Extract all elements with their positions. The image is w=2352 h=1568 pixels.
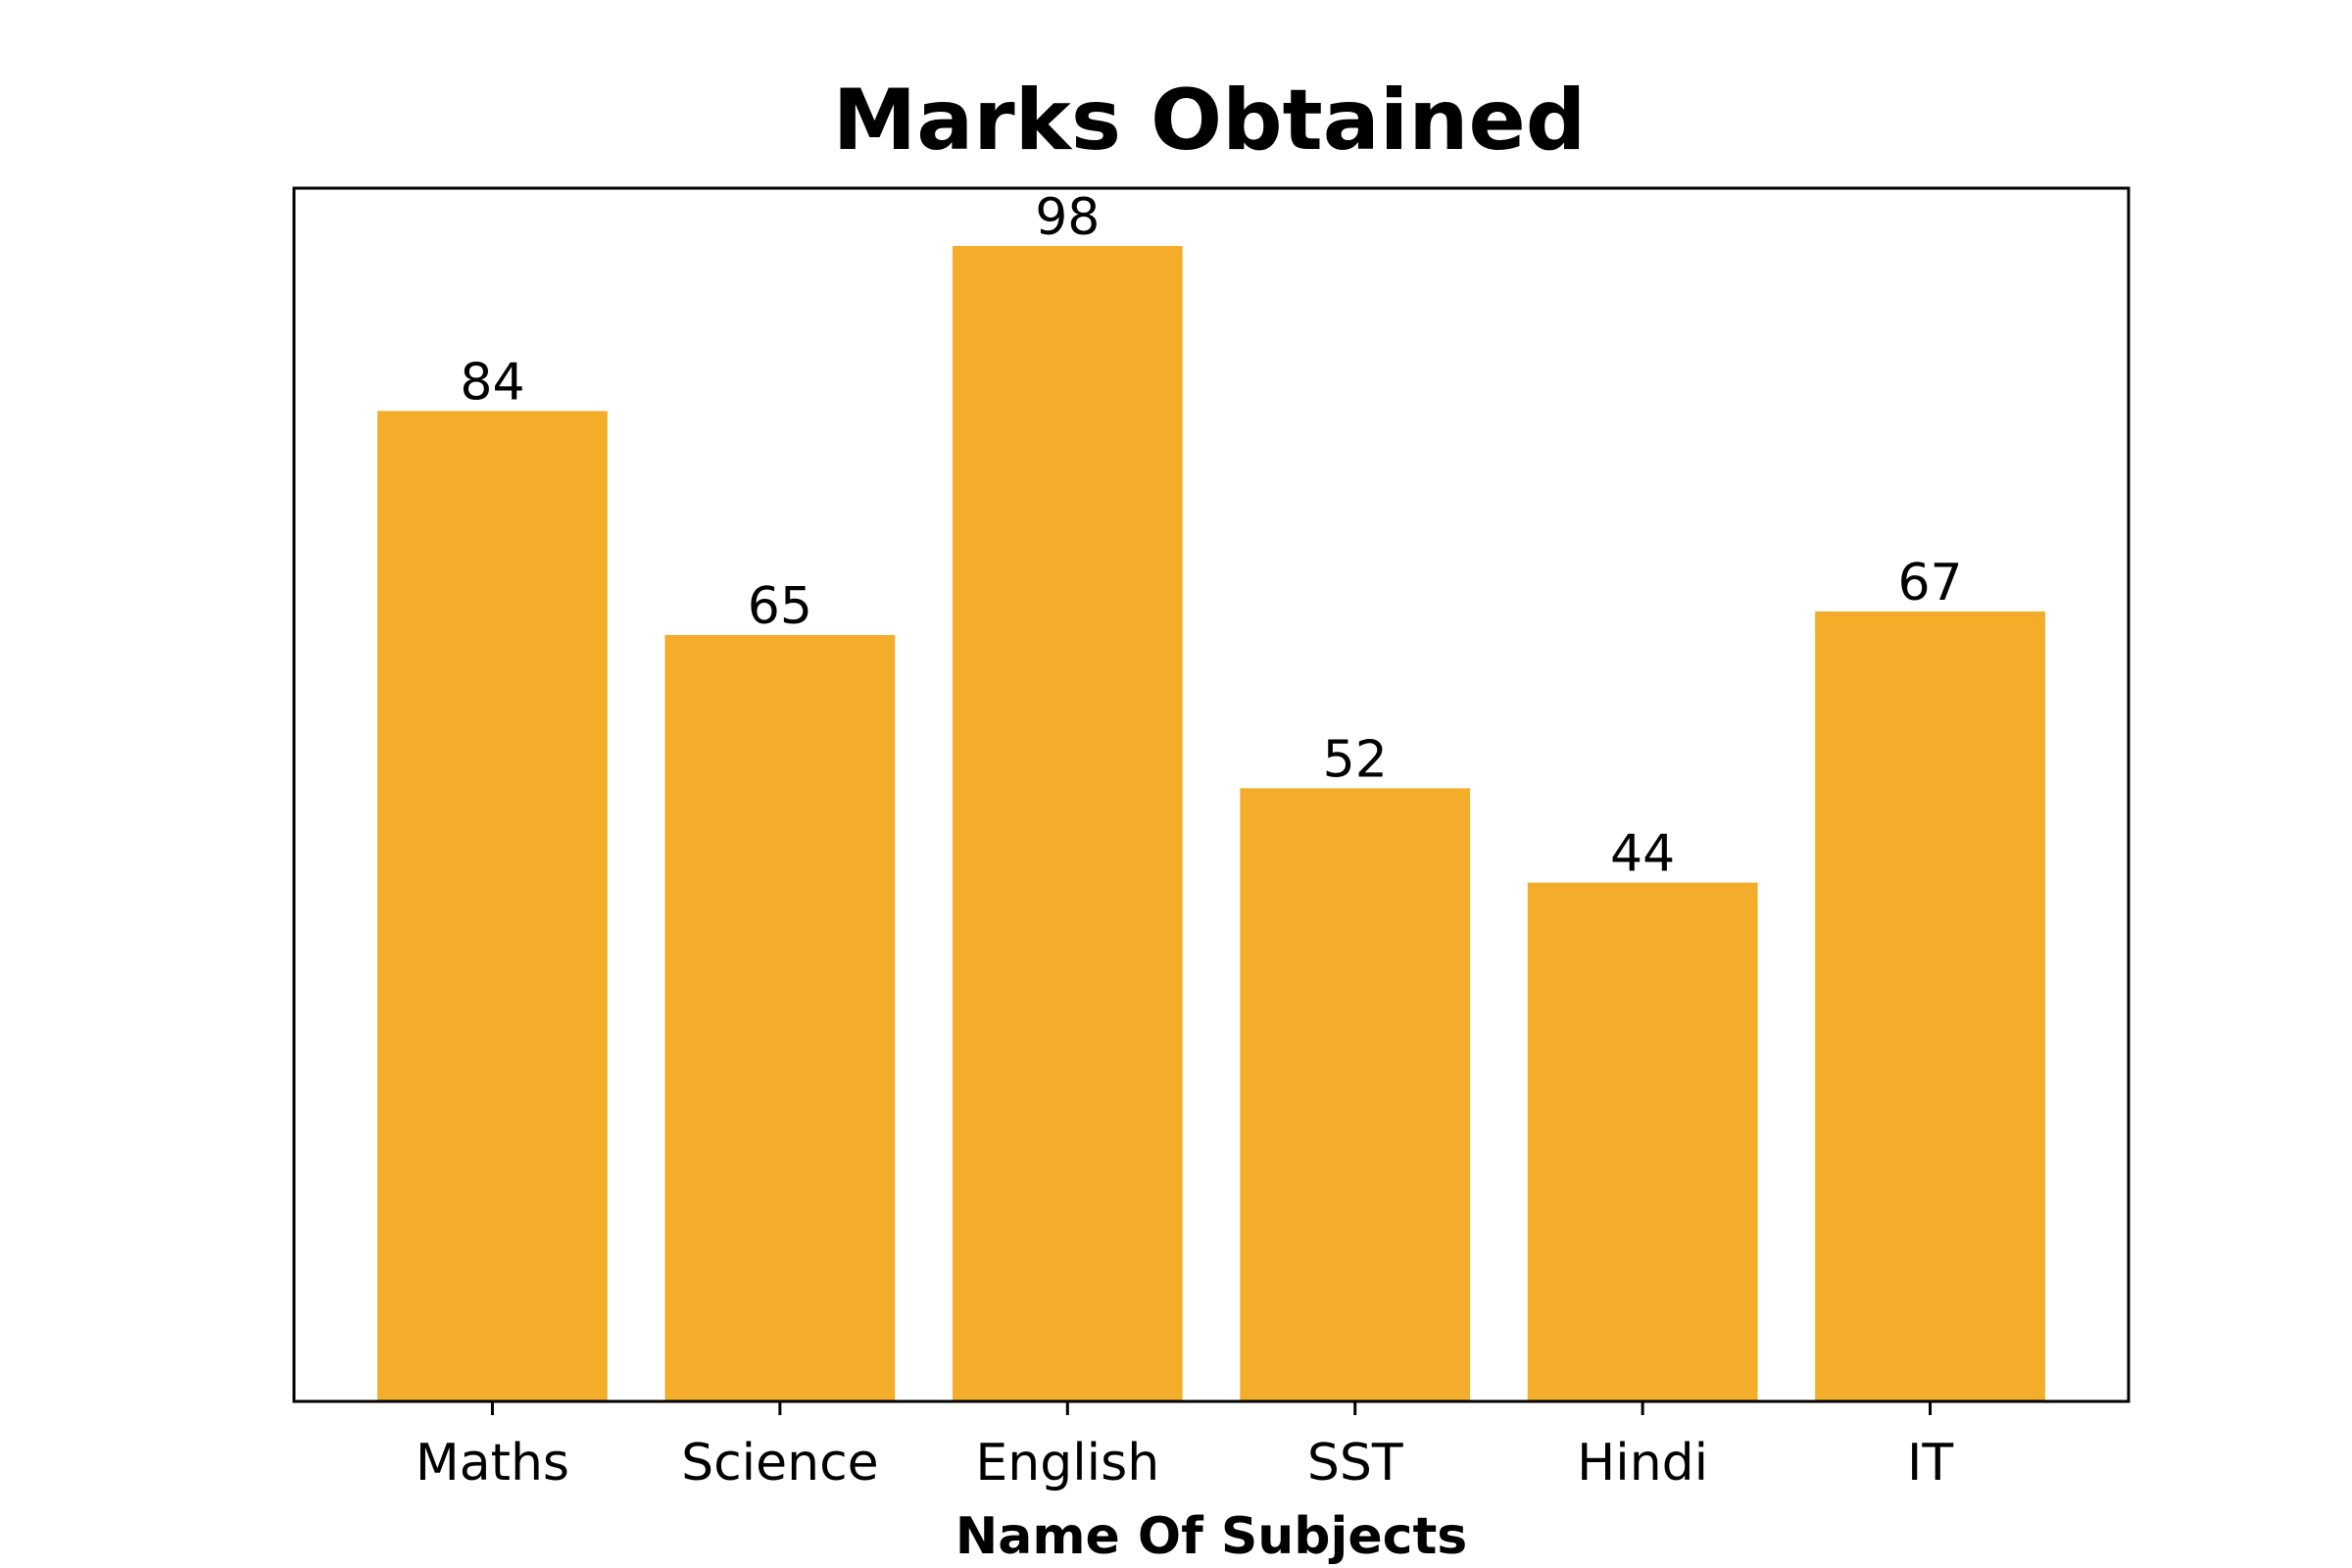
x-tick-label-it: IT — [1907, 1434, 1953, 1493]
chart-title: Marks Obtained — [833, 72, 1587, 170]
bar-it — [1815, 611, 2045, 1401]
x-tick-label-hindi: Hindi — [1577, 1434, 1708, 1493]
x-tick-label-maths: Maths — [416, 1434, 569, 1493]
data-label-hindi: 44 — [1610, 825, 1675, 884]
bar-english — [952, 245, 1183, 1401]
bar-maths — [377, 411, 608, 1401]
x-tick-label-science: Science — [681, 1434, 879, 1493]
data-label-it: 67 — [1897, 554, 1962, 612]
bar-sst — [1240, 788, 1471, 1401]
x-tick-label-sst: SST — [1307, 1434, 1403, 1493]
bar-science — [664, 634, 896, 1401]
data-labels-group: 84 65 98 52 44 67 — [460, 188, 1962, 884]
data-label-english: 98 — [1035, 188, 1100, 247]
data-label-sst: 52 — [1323, 730, 1388, 789]
x-axis-label: Name Of Subjects — [956, 1507, 1468, 1566]
bar-hindi — [1527, 882, 1758, 1401]
x-tick-label-english: English — [975, 1434, 1159, 1493]
x-ticks-group: Maths Science English SST Hindi IT — [416, 1401, 1953, 1493]
axes-frame — [292, 186, 2131, 1403]
data-label-science: 65 — [748, 577, 812, 636]
data-label-maths: 84 — [460, 353, 524, 412]
bars-group — [377, 245, 2045, 1401]
